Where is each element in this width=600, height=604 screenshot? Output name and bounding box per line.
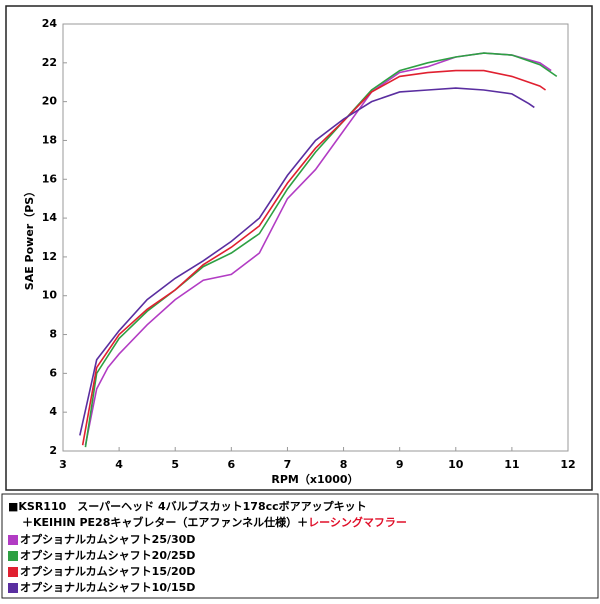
x-tick-label: 4 bbox=[115, 458, 123, 471]
legend-label: オプショナルカムシャフト20/25D bbox=[20, 548, 195, 562]
x-tick-label: 10 bbox=[448, 458, 464, 471]
x-tick-label: 8 bbox=[340, 458, 348, 471]
legend-swatch bbox=[8, 583, 18, 593]
legend-swatch bbox=[8, 567, 18, 577]
y-tick-label: 14 bbox=[42, 211, 58, 224]
x-tick-label: 5 bbox=[171, 458, 179, 471]
y-tick-label: 22 bbox=[42, 56, 57, 69]
legend-swatch bbox=[8, 535, 18, 545]
y-tick-label: 8 bbox=[49, 328, 57, 341]
series-line bbox=[84, 52, 558, 448]
plot-area bbox=[62, 23, 569, 452]
series-line bbox=[81, 69, 547, 446]
header-highlight: レーシングマフラー bbox=[308, 515, 407, 529]
x-tick-label: 6 bbox=[228, 458, 236, 471]
x-tick-label: 3 bbox=[59, 458, 67, 471]
y-tick-label: 10 bbox=[42, 289, 58, 302]
y-tick-label: 18 bbox=[42, 133, 57, 146]
x-tick-label: 11 bbox=[504, 458, 519, 471]
y-tick-label: 20 bbox=[42, 95, 58, 108]
legend-swatch bbox=[8, 551, 18, 561]
x-tick-label: 9 bbox=[396, 458, 404, 471]
legend-box bbox=[1, 493, 599, 599]
y-tick-label: 6 bbox=[49, 366, 57, 379]
header-line: ■KSR110 スーパーヘッド 4バルブスカット178ccボアアップキット bbox=[8, 499, 367, 513]
y-axis-label: SAE Power（PS） bbox=[23, 186, 36, 290]
series-line bbox=[79, 87, 535, 436]
x-tick-label: 7 bbox=[284, 458, 292, 471]
header-line: ＋KEIHIN PE28キャブレター（エアファンネル仕様）＋ bbox=[22, 515, 308, 529]
x-axis-label: RPM（x1000） bbox=[271, 473, 358, 486]
y-tick-label: 24 bbox=[42, 17, 58, 30]
legend-label: オプショナルカムシャフト25/30D bbox=[20, 532, 195, 546]
y-tick-label: 4 bbox=[49, 405, 57, 418]
y-tick-label: 2 bbox=[49, 444, 57, 457]
legend-label: オプショナルカムシャフト10/15D bbox=[20, 580, 195, 594]
y-tick-label: 16 bbox=[42, 172, 58, 185]
y-tick-label: 12 bbox=[42, 250, 57, 263]
x-tick-label: 12 bbox=[560, 458, 575, 471]
legend-label: オプショナルカムシャフト15/20D bbox=[20, 564, 195, 578]
